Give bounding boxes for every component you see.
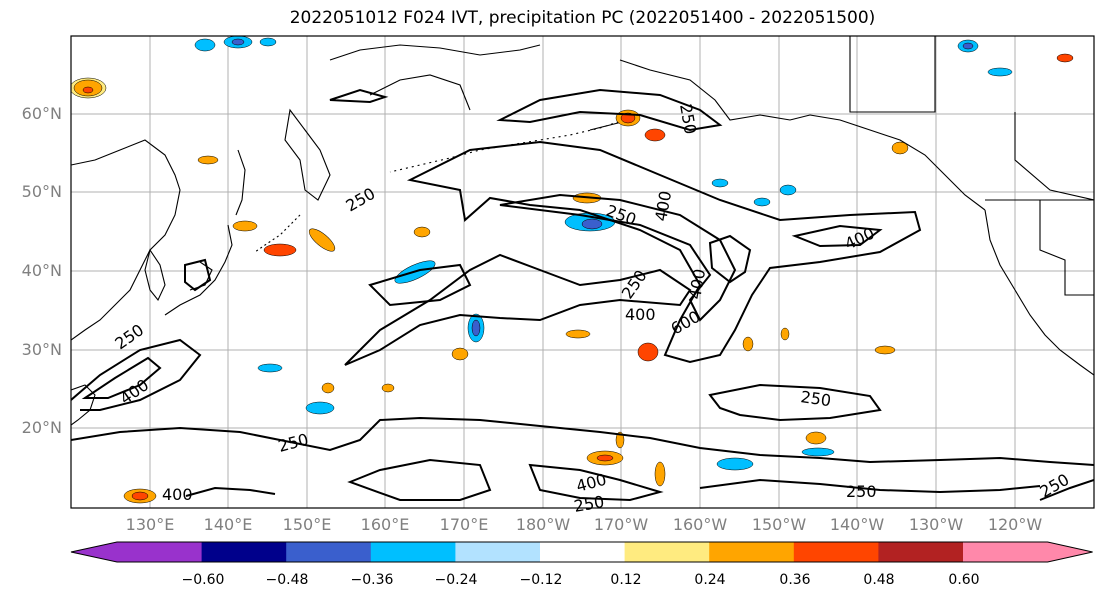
colorbar-tick-label: −0.36: [350, 572, 394, 588]
colorbar-tick-label: −0.60: [181, 572, 225, 588]
lon-label: 150°W: [751, 515, 807, 534]
lat-label-40n: 40°N: [21, 261, 62, 280]
contour-label: 400: [625, 305, 656, 324]
contour-label: 250: [846, 482, 877, 501]
lat-label-20n: 20°N: [21, 418, 62, 437]
contour-label: 400: [685, 267, 709, 300]
lon-label: 160°W: [672, 515, 728, 534]
contour-label: 250: [276, 430, 310, 456]
lat-label-50n: 50°N: [21, 182, 62, 201]
lon-label: 140°E: [203, 515, 253, 534]
contour-label: 250: [1037, 470, 1073, 502]
contour-label: 250: [799, 387, 832, 410]
colorbar-segment: [117, 542, 203, 562]
colorbar-segment: [540, 542, 626, 562]
colorbar-tick-label: 0.60: [948, 572, 980, 588]
contour-label: 400: [651, 189, 675, 222]
lon-label: 150°E: [282, 515, 332, 534]
contour-label: 400: [842, 223, 878, 253]
colorbar-tick-label: 0.48: [863, 572, 895, 588]
contour-label: 250: [343, 184, 379, 216]
graticule: [71, 36, 1094, 508]
colorbar-segment: [963, 542, 1049, 562]
colorbar-extend-min: [71, 542, 117, 562]
contour-label: 250: [676, 102, 700, 135]
colorbar: [70, 541, 1093, 563]
lon-label: 140°W: [829, 515, 885, 534]
lat-label-60n: 60°N: [21, 104, 62, 123]
map-title: 2022051012 F024 IVT, precipitation PC (2…: [289, 8, 876, 28]
lat-label-30n: 30°N: [21, 340, 62, 359]
lon-label: 130°E: [125, 515, 175, 534]
precip-negative: [194, 36, 1013, 471]
colorbar-tick-label: −0.48: [265, 572, 309, 588]
lon-label: 160°E: [360, 515, 410, 534]
colorbar-outline: [70, 541, 1093, 563]
colorbar-segment: [286, 542, 372, 562]
colorbar-tick-label: −0.12: [519, 572, 563, 588]
colorbar-segment: [878, 542, 964, 562]
lon-label: 120°W: [987, 515, 1043, 534]
colorbar-segment: [455, 542, 541, 562]
colorbar-tick-label: 0.12: [610, 572, 642, 588]
contour-label: 400: [574, 470, 608, 496]
contour-label: 600: [668, 307, 704, 339]
lon-label: 130°W: [908, 515, 964, 534]
lon-label: 170°W: [593, 515, 649, 534]
colorbar-segment: [793, 542, 879, 562]
colorbar-segment: [370, 542, 456, 562]
map-frame: [70, 35, 1095, 509]
contour-label: 250: [572, 492, 605, 516]
lon-label: 170°E: [439, 515, 489, 534]
precip-positive: [71, 53, 1074, 504]
colorbar-segment: [201, 542, 287, 562]
colorbar-tick-label: −0.24: [434, 572, 478, 588]
colorbar-extend-max: [1047, 542, 1093, 562]
lon-label: 180°W: [515, 515, 571, 534]
colorbar-segment: [709, 542, 795, 562]
colorbar-tick-label: 0.36: [779, 572, 811, 588]
contour-label: 250: [111, 320, 147, 353]
ivt-contours: [71, 88, 1094, 502]
contour-label: 250: [618, 266, 651, 302]
colorbar-segment: [624, 542, 710, 562]
contour-label: 400: [162, 485, 193, 504]
colorbar-tick-label: 0.24: [694, 572, 726, 588]
